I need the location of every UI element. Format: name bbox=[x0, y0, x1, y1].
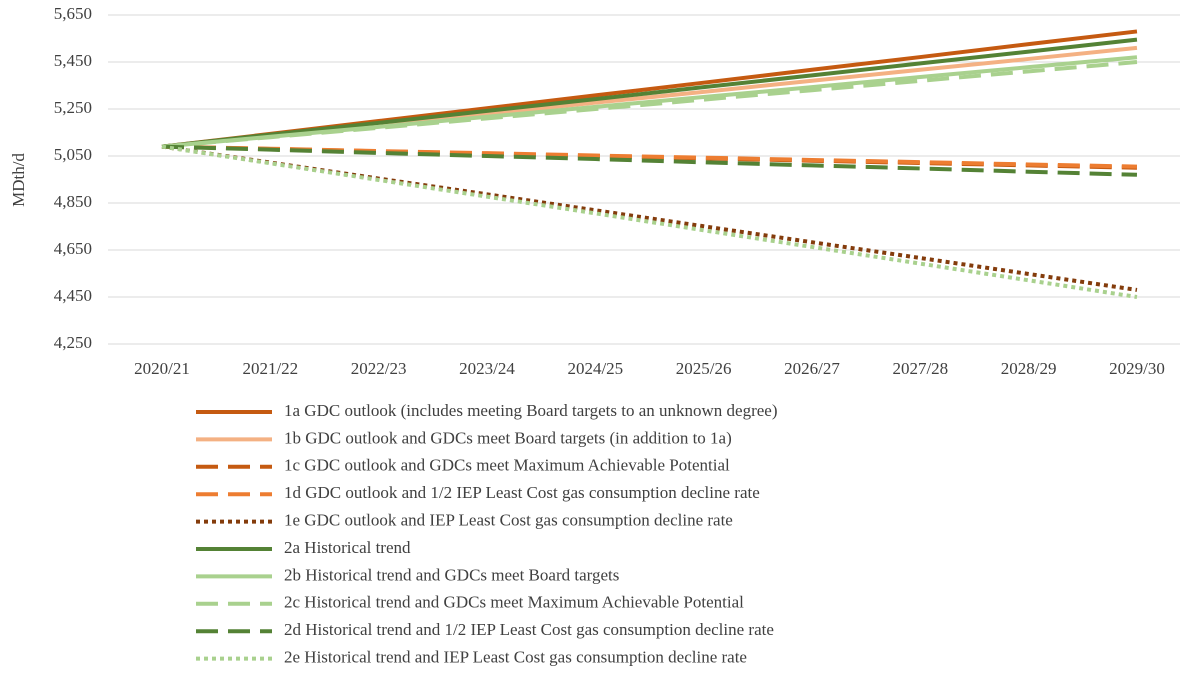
legend-label: 1c GDC outlook and GDCs meet Maximum Ach… bbox=[284, 456, 730, 475]
legend-label: 2d Historical trend and 1/2 IEP Least Co… bbox=[284, 620, 774, 639]
y-tick-label: 4,850 bbox=[54, 192, 92, 211]
x-tick-label: 2025/26 bbox=[676, 359, 732, 378]
series-line bbox=[161, 144, 1138, 299]
legend-label: 1e GDC outlook and IEP Least Cost gas co… bbox=[284, 511, 733, 530]
series-line bbox=[161, 37, 1138, 149]
y-tick-label: 5,250 bbox=[54, 98, 92, 117]
legend-label: 2c Historical trend and GDCs meet Maximu… bbox=[284, 593, 744, 612]
legend-label: 2e Historical trend and IEP Least Cost g… bbox=[284, 648, 747, 667]
x-tick-label: 2028/29 bbox=[1001, 359, 1057, 378]
x-tick-label: 2026/27 bbox=[784, 359, 840, 378]
x-tick-label: 2022/23 bbox=[351, 359, 407, 378]
y-tick-label: 4,650 bbox=[54, 239, 92, 258]
legend-label: 1a GDC outlook (includes meeting Board t… bbox=[284, 401, 778, 420]
x-tick-label: 2029/30 bbox=[1109, 359, 1165, 378]
x-tick-label: 2020/21 bbox=[134, 359, 190, 378]
legend-label: 1b GDC outlook and GDCs meet Board targe… bbox=[284, 428, 732, 447]
y-tick-label: 4,450 bbox=[54, 286, 92, 305]
legend-label: 2a Historical trend bbox=[284, 538, 411, 557]
series-line bbox=[161, 60, 1138, 149]
x-tick-label: 2021/22 bbox=[242, 359, 298, 378]
x-tick-label: 2023/24 bbox=[459, 359, 515, 378]
y-tick-label: 5,050 bbox=[54, 145, 92, 164]
series-line bbox=[161, 144, 1138, 177]
y-tick-label: 4,250 bbox=[54, 333, 92, 352]
x-tick-label: 2027/28 bbox=[892, 359, 948, 378]
legend-label: 1d GDC outlook and 1/2 IEP Least Cost ga… bbox=[284, 483, 760, 502]
legend-label: 2b Historical trend and GDCs meet Board … bbox=[284, 565, 619, 584]
y-axis-label: MDth/d bbox=[9, 153, 28, 207]
x-tick-label: 2024/25 bbox=[567, 359, 623, 378]
y-tick-label: 5,650 bbox=[54, 4, 92, 23]
y-tick-label: 5,450 bbox=[54, 51, 92, 70]
